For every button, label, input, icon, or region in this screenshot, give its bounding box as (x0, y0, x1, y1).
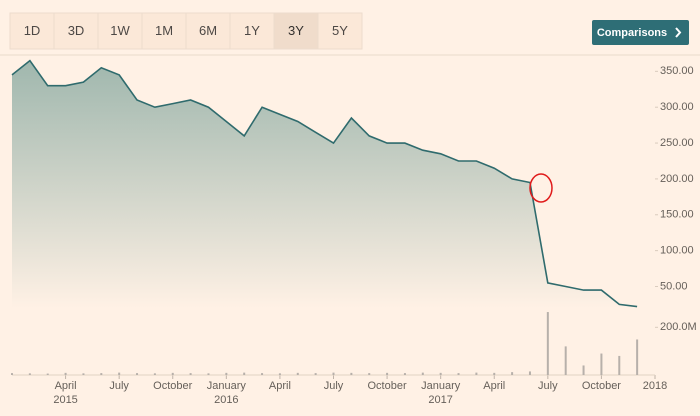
range-button[interactable] (97, 12, 143, 50)
volume-bar (582, 365, 585, 375)
volume-bar (600, 353, 603, 375)
volume-bar (153, 373, 156, 375)
x-tick-year: 2015 (53, 394, 77, 406)
x-tick-label: April (269, 380, 291, 392)
volume-bar (100, 373, 103, 375)
volume-bar (421, 372, 424, 375)
price-line (11, 59, 638, 308)
range-label[interactable]: 3Y (288, 23, 304, 38)
y-tick-label: 50.00 (660, 280, 688, 292)
volume-bar (314, 373, 317, 375)
volume-bar (243, 372, 246, 375)
plot: 50.00 100.00 150.00 200.00 250.00 300.00 350.0… (11, 59, 697, 406)
y-tick-label: 150.00 (660, 209, 694, 221)
volume-bar (439, 372, 442, 375)
volume-bar (332, 372, 335, 375)
x-tick-label: January (207, 380, 247, 392)
range-button[interactable] (9, 12, 55, 50)
x-tick-year: 2016 (214, 394, 238, 406)
volume-bar (118, 372, 121, 375)
volume-bar (546, 312, 549, 375)
volume-bar (636, 339, 639, 375)
volume-bar (493, 372, 496, 375)
volume-bar (207, 373, 210, 375)
x-tick-label: April (55, 380, 77, 392)
x-tick-label: 2018 (643, 380, 667, 392)
volume-bar (82, 373, 85, 375)
y-tick-label: 300.00 (660, 101, 694, 113)
toolbar: 1D 3D 1W 1M 6M 1Y 3Y 5Y (9, 12, 363, 50)
volume-bar (368, 373, 371, 375)
y-tick-label: 200.00 (660, 173, 694, 185)
volume-bar (403, 373, 406, 375)
comparisons-button[interactable] (592, 20, 689, 45)
volume-bar (171, 372, 174, 375)
x-tick-label: April (483, 380, 505, 392)
y-tick-label: 200.0M (660, 321, 697, 333)
volume-bar (261, 373, 264, 375)
volume-bar (64, 372, 67, 375)
x-tick-label: October (582, 380, 621, 392)
volume-bar (511, 372, 514, 375)
highlight-circle (529, 173, 553, 203)
chevron-icon[interactable] (675, 27, 682, 38)
comparisons-label[interactable]: Comparisons (597, 27, 667, 39)
area-fill (12, 60, 638, 308)
range-button[interactable] (53, 12, 99, 50)
range-button[interactable] (273, 12, 319, 50)
volume-bar (528, 371, 531, 375)
range-label[interactable]: 1M (155, 23, 173, 38)
y-tick-label: 250.00 (660, 137, 694, 149)
volume-bar (28, 373, 31, 375)
volume-bar (350, 372, 353, 375)
range-label[interactable]: 1W (110, 23, 130, 38)
volume-bar (564, 346, 567, 375)
x-tick-label: July (538, 380, 558, 392)
range-button[interactable] (317, 12, 363, 50)
volume-bar (11, 373, 13, 375)
range-label[interactable]: 1D (24, 23, 41, 38)
volume-bar (189, 373, 192, 375)
x-tick-label: January (421, 380, 461, 392)
volume-bar (475, 372, 478, 375)
volume-bar (225, 372, 228, 375)
x-tick-label: October (368, 380, 407, 392)
range-button[interactable] (185, 12, 231, 50)
range-label[interactable]: 1Y (244, 23, 260, 38)
volume-bar (278, 373, 281, 375)
range-label[interactable]: 5Y (332, 23, 348, 38)
range-label[interactable]: 6M (199, 23, 217, 38)
x-tick-label: July (324, 380, 344, 392)
volume-bar (46, 373, 49, 375)
y-tick-label: 350.00 (660, 65, 694, 77)
volume-bar (386, 372, 389, 375)
volume-bar (457, 373, 460, 375)
range-label[interactable]: 3D (68, 23, 85, 38)
volume-bar (618, 355, 621, 375)
y-tick-label: 100.00 (660, 245, 694, 257)
volume-bar (136, 373, 139, 375)
volume-bar (296, 372, 299, 375)
x-tick-year: 2017 (428, 394, 452, 406)
range-button[interactable] (229, 12, 275, 50)
x-tick-label: July (109, 380, 129, 392)
x-tick-label: October (153, 380, 192, 392)
